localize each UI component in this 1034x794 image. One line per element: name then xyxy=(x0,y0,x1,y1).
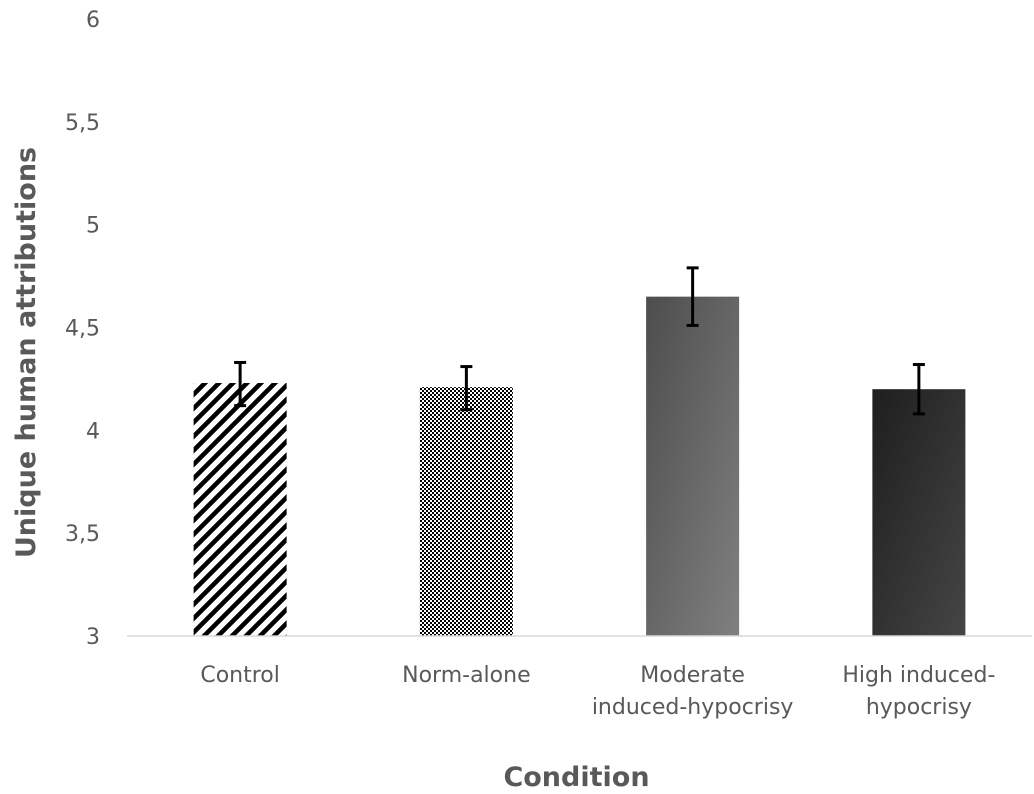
y-tick-label: 3,5 xyxy=(65,522,100,547)
y-axis-tick-labels: 3 3,5 4 4,5 5 5,5 6 xyxy=(65,8,100,650)
x-category-label: Moderate xyxy=(640,663,745,688)
x-axis-category-labels: Control Norm-alone Moderate induced-hypocri… xyxy=(200,663,995,720)
y-tick-label: 4,5 xyxy=(65,317,100,342)
bar xyxy=(872,389,966,636)
error-bars-group xyxy=(234,266,925,416)
error-bar xyxy=(460,365,473,412)
y-axis-title: Unique human attributions xyxy=(11,147,42,558)
y-tick-label: 4 xyxy=(86,419,100,444)
x-category-label: hypocrisy xyxy=(866,695,972,720)
bar xyxy=(646,296,740,636)
error-bar xyxy=(686,266,699,327)
error-bar xyxy=(234,360,247,408)
y-tick-label: 6 xyxy=(86,8,100,33)
bar xyxy=(193,383,287,636)
x-category-label: High induced- xyxy=(842,663,995,688)
bar xyxy=(419,387,513,636)
y-tick-label: 5 xyxy=(86,214,100,239)
x-category-label: induced-hypocrisy xyxy=(592,695,794,720)
y-tick-label: 3 xyxy=(86,625,100,650)
x-category-label: Control xyxy=(200,663,280,688)
bars-group xyxy=(193,296,966,636)
x-axis-title: Condition xyxy=(503,762,649,793)
y-tick-label: 5,5 xyxy=(65,111,100,136)
error-bar xyxy=(912,363,925,416)
x-category-label: Norm-alone xyxy=(402,663,530,688)
